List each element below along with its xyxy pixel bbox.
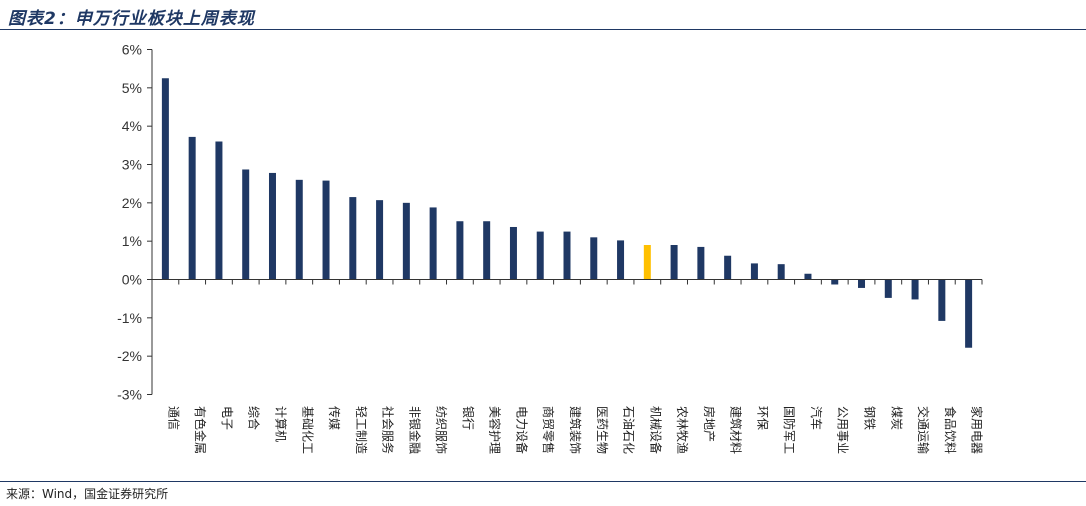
x-tick-label: 非银金融 <box>407 406 422 454</box>
x-tick-label: 医药生物 <box>595 406 609 454</box>
bar <box>429 207 437 280</box>
bar <box>188 136 196 280</box>
bar <box>911 279 919 300</box>
x-tick-label: 基础化工 <box>300 406 314 454</box>
x-tick-label: 建筑材料 <box>729 406 744 454</box>
x-tick-label: 传媒 <box>327 406 342 430</box>
x-tick-label: 煤炭 <box>889 406 903 430</box>
x-tick-label: 家用电器 <box>970 406 985 454</box>
bar-chart: -3% -2% -1% 0% 1% 2% 3% 4% 5% 6% 通信 有色金属 电子 综合 计算机 基础化… <box>117 42 985 455</box>
bar <box>268 172 276 280</box>
x-tick-label: 通信 <box>166 406 180 430</box>
bars <box>161 78 973 348</box>
x-tick-label: 电子 <box>220 406 234 430</box>
bar <box>938 279 946 321</box>
bar <box>536 231 544 280</box>
bar <box>617 240 625 280</box>
y-tick-label: 0% <box>122 272 142 288</box>
x-tick-label: 社会服务 <box>381 406 396 454</box>
bar <box>884 279 892 298</box>
x-tick-label: 国防军工 <box>782 406 797 454</box>
bar <box>322 180 330 280</box>
x-tick-label: 银行 <box>461 406 475 430</box>
x-tick-label: 美容护理 <box>488 406 503 454</box>
x-tick-label: 电力设备 <box>514 406 528 454</box>
bar <box>509 226 517 280</box>
y-tick-label: 5% <box>122 80 142 96</box>
chart-title: 图表2：申万行业板块上周表现 <box>8 9 255 29</box>
x-tick-label: 综合 <box>247 406 262 430</box>
bar <box>643 245 651 280</box>
x-tick-label: 环保 <box>755 406 769 430</box>
x-tick-label: 农林牧渔 <box>675 406 689 454</box>
x-tick-label: 汽车 <box>809 406 824 430</box>
bar <box>831 279 839 285</box>
title-divider <box>0 29 1086 30</box>
x-tick-label: 房地产 <box>702 406 717 442</box>
bar <box>858 279 866 288</box>
bar <box>376 200 384 280</box>
source-note: 来源：Wind，国金证券研究所 <box>6 487 169 501</box>
x-tick-labels: 通信 有色金属 电子 综合 计算机 基础化工 传媒 轻工制造 社会服务 非银金融 纺织服饰 银行 美容护… <box>166 406 984 454</box>
footer-divider <box>0 481 1086 482</box>
bar <box>456 221 464 280</box>
bar <box>349 197 357 280</box>
bar <box>777 264 785 280</box>
bar <box>402 202 410 280</box>
bar <box>750 263 758 280</box>
y-tick-label: 6% <box>122 42 142 58</box>
bar <box>590 237 598 280</box>
x-tick-label: 商贸零售 <box>541 406 556 454</box>
x-tick-label: 交通运输 <box>916 406 931 454</box>
y-axis: -3% -2% -1% 0% 1% 2% 3% 4% 5% 6% <box>117 42 153 403</box>
x-tick-label: 石油石化 <box>622 406 636 454</box>
x-tick-label: 公用事业 <box>836 406 850 454</box>
bar <box>965 279 973 348</box>
bar <box>161 78 169 280</box>
x-axis <box>151 279 983 285</box>
x-tick-label: 计算机 <box>273 406 288 442</box>
y-tick-label: -1% <box>117 310 142 326</box>
y-tick-label: 4% <box>122 118 142 134</box>
y-tick-label: 1% <box>122 233 142 249</box>
bar <box>697 246 705 280</box>
bar <box>295 179 303 280</box>
y-tick-label: 3% <box>122 157 142 173</box>
bar <box>724 255 732 280</box>
bar <box>242 169 250 280</box>
x-tick-label: 建筑装饰 <box>568 406 583 454</box>
x-tick-label: 食品饮料 <box>943 406 958 454</box>
bar <box>563 231 571 280</box>
bar <box>215 141 223 280</box>
bar <box>804 273 812 280</box>
y-tick-label: -3% <box>117 387 142 403</box>
y-tick-label: 2% <box>122 195 142 211</box>
bar <box>670 245 678 280</box>
x-tick-label: 轻工制造 <box>354 406 368 454</box>
x-tick-label: 有色金属 <box>193 406 208 454</box>
x-tick-label: 纺织服饰 <box>434 406 448 454</box>
y-tick-label: -2% <box>117 348 142 364</box>
x-tick-label: 钢铁 <box>863 406 877 430</box>
x-tick-label: 机械设备 <box>648 406 663 454</box>
bar <box>483 221 491 280</box>
